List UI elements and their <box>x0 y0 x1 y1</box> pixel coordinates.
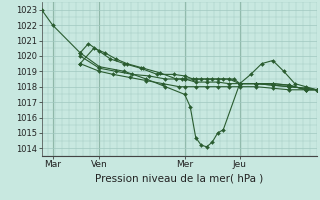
X-axis label: Pression niveau de la mer( hPa ): Pression niveau de la mer( hPa ) <box>95 173 263 183</box>
